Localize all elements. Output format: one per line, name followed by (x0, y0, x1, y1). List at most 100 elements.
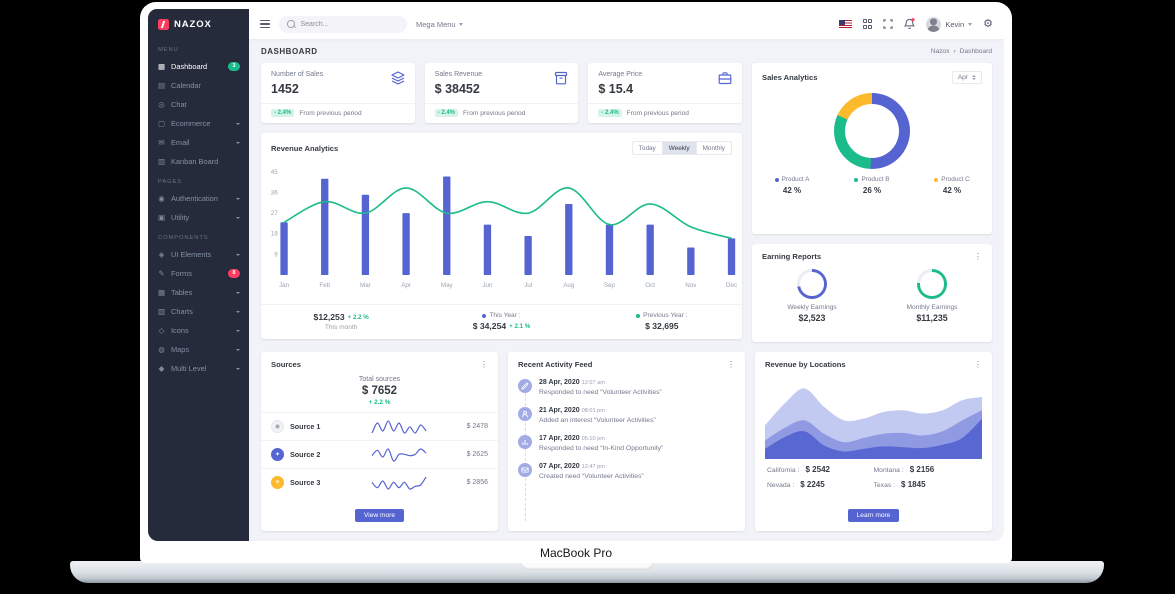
topbar: Mega Menu (249, 9, 1004, 39)
source-row[interactable]: ✦ Source 2 $ 2625 (261, 440, 498, 468)
settings-gear-icon[interactable]: ⚙ (983, 17, 993, 30)
sidebar-item-label: Calendar (171, 81, 201, 90)
mail-icon (518, 463, 532, 477)
nazox-logo[interactable]: NAZOX (148, 9, 249, 39)
month-select[interactable]: Apr (951, 71, 982, 84)
month-label: This month (324, 324, 358, 331)
source-row[interactable]: ◉ Source 1 $ 2478 (261, 412, 498, 440)
source-1-icon: ◉ (271, 420, 284, 433)
multi-level-icon: ◆ (158, 364, 165, 373)
briefcase-icon (718, 72, 732, 85)
sidebar-item-label: Multi Level (171, 364, 207, 373)
location-value: $ 2245 (800, 480, 825, 489)
apps-grid-button[interactable] (862, 19, 873, 29)
language-flag-button[interactable] (838, 19, 852, 29)
sidebar-item-email[interactable]: ✉ Email (148, 133, 249, 152)
sidebar-item-ecommerce[interactable]: ▢ Ecommerce (148, 114, 249, 133)
revenue-by-locations-card: Revenue by Locations ⋮ California : $ 254… (755, 352, 992, 531)
month-delta: + 2.2 % (347, 313, 369, 321)
location-label: California : (767, 467, 800, 474)
fullscreen-button[interactable] (883, 19, 893, 29)
chevron-down-icon (236, 216, 240, 219)
page-header: DASHBOARD Nazox › Dashboard (249, 39, 1004, 63)
sidebar-item-maps[interactable]: ◍ Maps (148, 340, 249, 359)
sidebar-item-ui-elements[interactable]: ◈ UI Elements (148, 245, 249, 264)
notifications-button[interactable] (904, 18, 916, 30)
breadcrumb-separator: › (953, 48, 956, 55)
stat-badge: - 2.4% (434, 109, 458, 117)
activity-date: 17 Apr, 2020 (539, 435, 580, 442)
svg-text:Sep: Sep (604, 282, 616, 289)
sidebar-item-utility[interactable]: ▣ Utility (148, 208, 249, 227)
authentication-icon: ◉ (158, 194, 165, 203)
sidebar-item-authentication[interactable]: ◉ Authentication (148, 189, 249, 208)
this-year-dot (482, 313, 487, 318)
sidebar-item-icons[interactable]: ◇ Icons (148, 321, 249, 340)
kanban-icon: ▥ (157, 157, 166, 166)
total-sources-delta: + 2.2 % (368, 399, 391, 406)
search-input[interactable] (298, 19, 399, 29)
sidebar-section-components: COMPONENTS (158, 235, 209, 241)
macbook-label: MacBook Pro (539, 546, 613, 560)
tab-monthly[interactable]: Monthly (695, 141, 732, 155)
kebab-menu-icon[interactable]: ⋮ (727, 359, 735, 369)
forms-icon: ✎ (158, 269, 165, 278)
email-icon: ✉ (158, 138, 165, 147)
charts-icon: ▧ (157, 307, 166, 316)
sidebar-item-kanban-board[interactable]: ▥ Kanban Board (148, 152, 249, 171)
user-menu[interactable]: Kevin (926, 16, 973, 32)
svg-text:36: 36 (271, 190, 279, 197)
tab-weekly[interactable]: Weekly (661, 141, 697, 155)
search-icon (287, 20, 295, 28)
source-sparkline (371, 447, 427, 462)
content: Number of Sales 1452 - 2.4% From (249, 63, 1004, 541)
sidebar-item-chat[interactable]: ◎ Chat (148, 95, 249, 114)
sidebar-item-forms[interactable]: ✎ Forms 8 (148, 264, 249, 283)
activity-date: 07 Apr, 2020 (539, 463, 580, 470)
kebab-menu-icon[interactable]: ⋮ (974, 359, 982, 369)
activity-time: 08:01 pm (581, 408, 605, 414)
source-value: $ 2856 (466, 479, 488, 486)
kebab-menu-icon[interactable]: ⋮ (480, 359, 488, 369)
earning-label: Weekly Earnings (787, 304, 837, 311)
card-title: Earning Reports (762, 252, 822, 261)
source-2-icon: ✦ (271, 448, 284, 461)
sidebar-item-calendar[interactable]: ▤ Calendar (148, 76, 249, 95)
ecommerce-icon: ▢ (157, 119, 166, 128)
breadcrumb-app-link[interactable]: Nazox (930, 48, 950, 55)
avatar (926, 16, 942, 32)
sidebar-item-multi-level[interactable]: ◆ Multi Level (148, 359, 249, 378)
sidebar-item-tables[interactable]: ▦ Tables (148, 283, 249, 302)
mega-menu-button[interactable]: Mega Menu (416, 20, 464, 29)
source-row[interactable]: ✳ Source 3 $ 2856 (261, 468, 498, 496)
layers-icon (391, 71, 405, 85)
kebab-menu-icon[interactable]: ⋮ (974, 251, 982, 261)
earning-value: $11,235 (916, 313, 948, 323)
search-box[interactable] (279, 15, 407, 33)
location-values: California : $ 2542 Montana : $ 2156 Nevad… (755, 463, 992, 489)
stat-value: $ 15.4 (598, 82, 634, 96)
menu-toggle-button[interactable] (260, 19, 270, 29)
svg-text:27: 27 (271, 210, 279, 217)
earning-reports-card: Earning Reports ⋮ Weekly Earnings $2,523 (752, 244, 992, 342)
forms-badge: 8 (228, 269, 240, 278)
legend-label: Product B (861, 176, 890, 183)
month-value: $12,253 (313, 312, 345, 322)
stat-card-number-of-sales: Number of Sales 1452 - 2.4% From (261, 63, 415, 123)
activity-list: 28 Apr, 2020 12:07 am Responded to need “… (508, 369, 745, 531)
period-tabs: Today Weekly Monthly (631, 141, 732, 155)
learn-more-button[interactable]: Learn more (847, 509, 900, 522)
earning-items: Weekly Earnings $2,523 Monthly Earnings … (752, 261, 992, 333)
chevron-down-icon (968, 22, 973, 26)
select-arrows-icon (972, 75, 976, 80)
prev-year-dot (636, 313, 641, 318)
monthly-earnings-ring (917, 269, 947, 299)
tab-today[interactable]: Today (631, 141, 663, 155)
activity-text: Added an interest “Volunteer Activities” (539, 417, 656, 424)
stat-badge: - 2.4% (598, 109, 622, 117)
breadcrumb: Nazox › Dashboard (931, 48, 992, 55)
view-more-button[interactable]: View more (354, 509, 405, 522)
user-name: Kevin (945, 19, 965, 29)
sidebar-item-charts[interactable]: ▧ Charts (148, 302, 249, 321)
sidebar-item-dashboard[interactable]: ▦ Dashboard 3 (148, 57, 249, 76)
